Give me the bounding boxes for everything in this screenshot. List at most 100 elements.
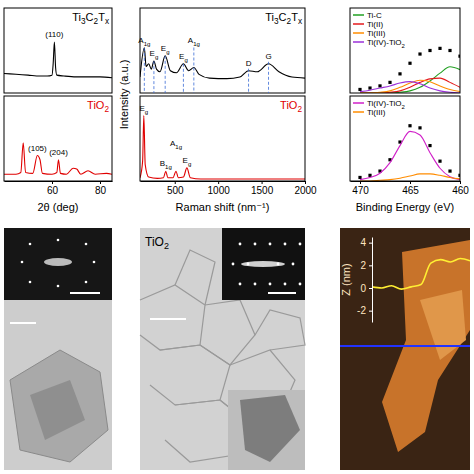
annotation: B1g (160, 159, 172, 170)
saed-spot (299, 243, 302, 246)
x-tick: 465 (402, 181, 419, 196)
data-point (438, 160, 441, 163)
saed-inset (4, 228, 112, 300)
text-part: g (188, 161, 191, 167)
annotation: Eg (179, 52, 188, 63)
text-part: D (246, 59, 252, 68)
tem-cell (175, 250, 215, 305)
data-point (388, 81, 391, 84)
data-point (358, 176, 361, 179)
data-point (398, 72, 401, 75)
legend-label: Ti-C (367, 11, 382, 20)
x-tick-label: 500 (167, 185, 184, 196)
afm-flake (420, 290, 466, 360)
x-tick-mark (52, 181, 53, 184)
x-tick: 80 (95, 181, 107, 196)
x-tick-label: 60 (47, 185, 59, 196)
text-part: 1g (144, 41, 151, 47)
series-line (140, 116, 305, 179)
y-tick-mark (369, 265, 372, 266)
data-point (448, 49, 451, 52)
x-tick-mark (305, 181, 306, 184)
x-tick-mark (460, 181, 461, 184)
text-part: 2 (297, 105, 302, 114)
y-tick: -2 (357, 305, 372, 316)
text-part: Ti(II) (367, 20, 383, 29)
y-axis-line (372, 238, 373, 323)
text-part: C (279, 11, 287, 23)
annotation: A1g (170, 139, 182, 150)
data-point (368, 86, 371, 89)
x-tick-label: 80 (95, 185, 107, 196)
tem-cell (200, 300, 255, 365)
x-tick-label: 465 (402, 185, 419, 196)
tem-image (4, 228, 112, 470)
x-tick-mark (262, 181, 263, 184)
legend-label: Ti(III) (367, 108, 386, 117)
data-point (448, 169, 451, 172)
saed-spot (85, 281, 88, 284)
series-line (360, 131, 460, 179)
series-line (360, 78, 460, 93)
text-part: 2 (402, 43, 406, 49)
x-tick: 470 (352, 181, 369, 196)
panel: Intensity (a.u.)Ti3C2TxA1gEgEgEgA1gDG (118, 8, 305, 129)
series-line (4, 143, 112, 174)
saed-spot (247, 263, 250, 266)
tem-cell (140, 285, 205, 350)
text-part: g (155, 54, 158, 60)
tem-flake (10, 350, 108, 462)
x-tick: 1000 (208, 181, 231, 196)
text-part: (110) (45, 30, 63, 39)
x-tick-label: 1500 (251, 185, 274, 196)
legend-key (353, 111, 364, 113)
text-part: 1g (175, 144, 182, 150)
annotation: Eg (183, 156, 192, 167)
x-axis-title: Binding Energy (eV) (356, 201, 454, 213)
legend-key (353, 41, 364, 43)
tem-flake (30, 380, 85, 440)
scale-bar (70, 292, 100, 294)
x-axis: 470 465 460 (351, 181, 470, 196)
saed-spot (254, 283, 257, 286)
y-tick-label: 2 (360, 260, 366, 271)
data-point (358, 88, 361, 91)
x-axis: 60 80 (5, 181, 113, 196)
legend-key (353, 14, 364, 16)
text-part: 2 (104, 105, 109, 114)
saed-spot (57, 285, 60, 288)
plot-frame (140, 96, 305, 181)
panel: -2024Z (nm) (340, 237, 470, 322)
x-tick-label: 2000 (294, 185, 317, 196)
text-part: x (298, 17, 303, 26)
text-part: Ti(III) (367, 108, 386, 117)
panel: Ti-CTi(II)Ti(III)Ti(IV)-TiO2 (350, 8, 462, 93)
x-tick: 60 (47, 181, 59, 196)
x-axis-title: Raman shift (nm⁻¹) (176, 201, 270, 213)
tem-cell (255, 310, 305, 350)
plot-frame (140, 8, 305, 93)
text-part: C (86, 11, 94, 23)
panel: 60802θ (deg)TiO2(105)(204) (4, 96, 113, 213)
saed-inset (222, 228, 305, 300)
annotation: Eg (139, 104, 148, 115)
text-part: 2 (402, 104, 406, 110)
plot-frame (4, 8, 112, 93)
text-part: 1g (165, 164, 172, 170)
x-tick: 460 (452, 181, 469, 196)
panel: 470465460Binding Energy (eV)Ti(IV)-TiO2T… (350, 96, 469, 213)
annotation: D (246, 59, 252, 68)
x-tick-label: 470 (352, 185, 369, 196)
tem-cell (150, 345, 230, 405)
image-row: TiO2 (4, 228, 470, 470)
scale-bar (268, 292, 296, 294)
data-point (428, 49, 431, 52)
x-tick-mark (175, 181, 176, 184)
saed-beam (44, 258, 72, 266)
legend-label: Ti(IV)-TiO2 (367, 38, 406, 49)
saed-spot (269, 283, 272, 286)
legend-key (353, 32, 364, 34)
y-tick: 0 (360, 283, 372, 294)
saed-spot (292, 263, 295, 266)
x-tick: 2000 (294, 181, 317, 196)
